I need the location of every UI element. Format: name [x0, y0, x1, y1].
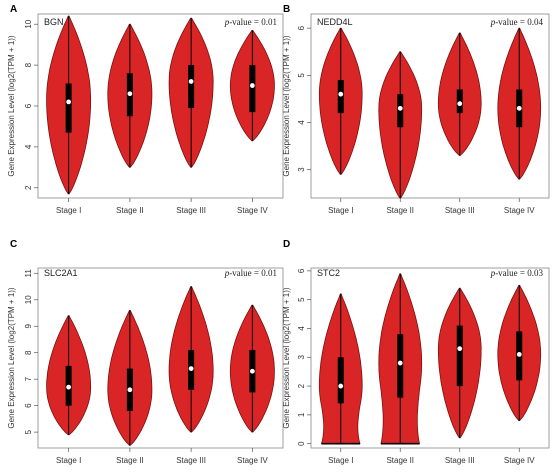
p-value-text: -value = 0.01: [229, 268, 277, 278]
x-tick-label: Stage IV: [504, 456, 535, 465]
y-axis-label: Gene Expression Level (log2(TPM + 1)): [7, 35, 16, 177]
median-dot: [188, 366, 194, 371]
y-tick-label: 4: [24, 144, 33, 149]
panel-d: D STC2 p-value = 0.03 Gene Expression Le…: [282, 239, 550, 465]
x-tick-label: Stage I: [328, 456, 353, 465]
x-tick-label: Stage I: [56, 456, 81, 465]
p-value-prefix: p: [224, 268, 230, 278]
y-tick-label: 2: [297, 383, 306, 388]
median-dot: [457, 101, 463, 107]
median-dot: [127, 91, 133, 97]
iqr-box: [397, 334, 404, 398]
y-tick-label: 10: [24, 19, 33, 28]
x-tick-label: Stage I: [328, 206, 353, 215]
violin-marks: 5 6 7 8 9 10 11 Stage I Stage II Stage III Stage I…: [24, 269, 275, 465]
x-tick-label: Stage III: [176, 206, 206, 215]
p-value-label: p-value = 0.01: [224, 17, 277, 27]
median-dot: [249, 83, 255, 88]
y-tick-label: 8: [24, 350, 33, 355]
y-tick-label: 6: [24, 103, 33, 108]
p-value-text: -value = 0.03: [495, 268, 543, 278]
gene-label: STC2: [317, 268, 340, 278]
median-dot: [397, 360, 403, 366]
y-tick-label: 9: [24, 323, 33, 328]
p-value-label: p-value = 0.04: [490, 17, 544, 27]
plot-frame: [310, 267, 550, 449]
p-value-label: p-value = 0.03: [490, 268, 544, 278]
panel-letter: A: [10, 4, 17, 15]
gene-label: SLC2A1: [44, 268, 78, 278]
iqr-box: [65, 83, 72, 133]
y-axis-label: Gene Expression Level (log2(TPM + 1)): [282, 287, 291, 429]
p-value-prefix: p: [224, 17, 230, 27]
y-tick-label: 6: [297, 268, 306, 273]
x-tick-label: Stage IV: [237, 206, 268, 215]
y-tick-label: 5: [297, 297, 306, 302]
p-value-prefix: p: [490, 268, 496, 278]
y-tick-label: 5: [24, 429, 33, 434]
median-dot: [338, 383, 344, 389]
y-tick-label: 8: [24, 62, 33, 67]
y-tick-label: 7: [24, 376, 33, 381]
x-tick-label: Stage III: [445, 456, 475, 465]
iqr-box: [188, 65, 195, 109]
median-dot: [397, 105, 403, 111]
y-tick-label: 1: [297, 412, 306, 417]
panel-letter: C: [10, 239, 17, 250]
x-tick-label: Stage IV: [504, 206, 535, 215]
plot-frame: [37, 267, 284, 449]
violin-marks: 0 1 2 3 4 5 6 Stage I Stage II Stage III Stage IV: [297, 268, 542, 465]
panel-c: C SLC2A1 p-value = 0.01 Gene Expression …: [7, 239, 284, 465]
violin-marks: 2 4 6 8 10 Stage I Stage II Stage III Stage IV: [24, 15, 275, 215]
y-tick-label: 10: [24, 295, 33, 304]
y-tick-label: 3: [297, 167, 306, 172]
y-tick-label: 4: [297, 326, 306, 331]
y-axis-label: Gene Expression Level (log2(TPM + 1)): [282, 35, 291, 177]
y-tick-label: 0: [297, 441, 306, 446]
gene-label: NEDD4L: [317, 17, 353, 27]
plot-frame: [310, 13, 550, 199]
y-tick-label: 6: [297, 25, 306, 30]
panel-letter: B: [283, 4, 290, 15]
y-tick-label: 4: [297, 120, 306, 125]
y-tick-label: 11: [24, 269, 33, 278]
median-dot: [66, 384, 72, 390]
median-dot: [516, 105, 522, 111]
iqr-box: [337, 357, 344, 404]
x-tick-label: Stage I: [56, 206, 81, 215]
violin-marks: 3 4 5 6 Stage I Stage II Stage III Stage IV: [297, 25, 542, 215]
p-value-prefix: p: [490, 17, 496, 27]
gene-label: BGN: [44, 17, 64, 27]
x-tick-label: Stage II: [386, 456, 414, 465]
y-tick-label: 3: [297, 355, 306, 360]
y-axis-label: Gene Expression Level (log2(TPM + 1)): [7, 287, 16, 429]
x-tick-label: Stage IV: [237, 456, 268, 465]
panel-b: B NEDD4L p-value = 0.04 Gene Expression …: [282, 4, 550, 215]
median-dot: [249, 368, 255, 374]
median-dot: [457, 346, 463, 352]
median-dot: [516, 352, 522, 357]
median-dot: [338, 91, 344, 97]
median-dot: [188, 79, 194, 84]
y-tick-label: 2: [24, 185, 33, 190]
p-value-text: -value = 0.04: [495, 17, 543, 27]
panel-a: A BGN p-value = 0.01 Gene Expression Lev…: [7, 4, 284, 215]
median-dot: [127, 387, 133, 393]
x-tick-label: Stage III: [445, 206, 475, 215]
p-value-text: -value = 0.01: [229, 17, 277, 27]
y-tick-label: 5: [297, 73, 306, 78]
median-dot: [66, 99, 72, 105]
panel-letter: D: [283, 239, 290, 250]
p-value-label: p-value = 0.01: [224, 268, 277, 278]
iqr-box: [249, 65, 256, 113]
x-tick-label: Stage II: [116, 456, 144, 465]
x-tick-label: Stage III: [176, 456, 206, 465]
x-tick-label: Stage II: [116, 206, 144, 215]
x-tick-label: Stage II: [386, 206, 414, 215]
y-tick-label: 6: [24, 403, 33, 408]
iqr-box: [456, 325, 463, 387]
